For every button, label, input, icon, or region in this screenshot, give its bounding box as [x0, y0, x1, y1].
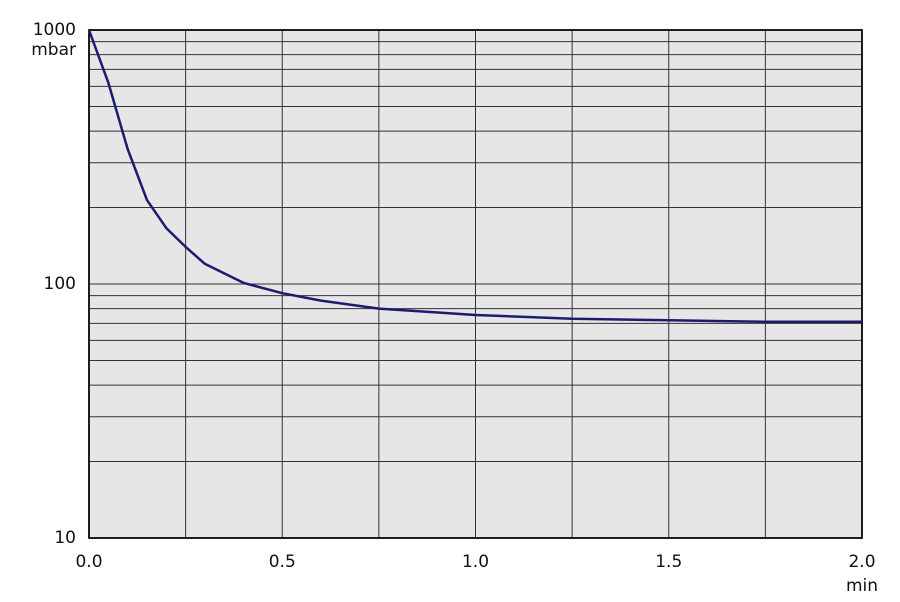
line-series — [87, 29, 862, 324]
y-unit: mbar — [31, 40, 76, 60]
y-tick-label: 100 — [44, 274, 76, 294]
x-tick-label: 2.0 — [848, 552, 875, 572]
x-tick-label: 0.5 — [269, 552, 296, 572]
x-tick-label: 1.0 — [462, 552, 489, 572]
x-unit: min — [846, 576, 878, 596]
y-tick-label: 10 — [54, 528, 76, 548]
plot-border — [88, 29, 863, 539]
y-tick-label: 1000 — [33, 20, 76, 40]
x-tick-label: 1.5 — [655, 552, 682, 572]
x-tick-label: 0.0 — [75, 552, 102, 572]
